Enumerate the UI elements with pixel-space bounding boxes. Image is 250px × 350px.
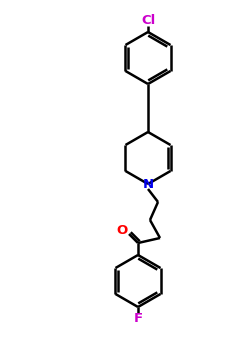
Text: Cl: Cl [141, 14, 155, 28]
Text: F: F [134, 312, 142, 324]
Text: O: O [116, 224, 128, 238]
Text: N: N [142, 177, 154, 190]
